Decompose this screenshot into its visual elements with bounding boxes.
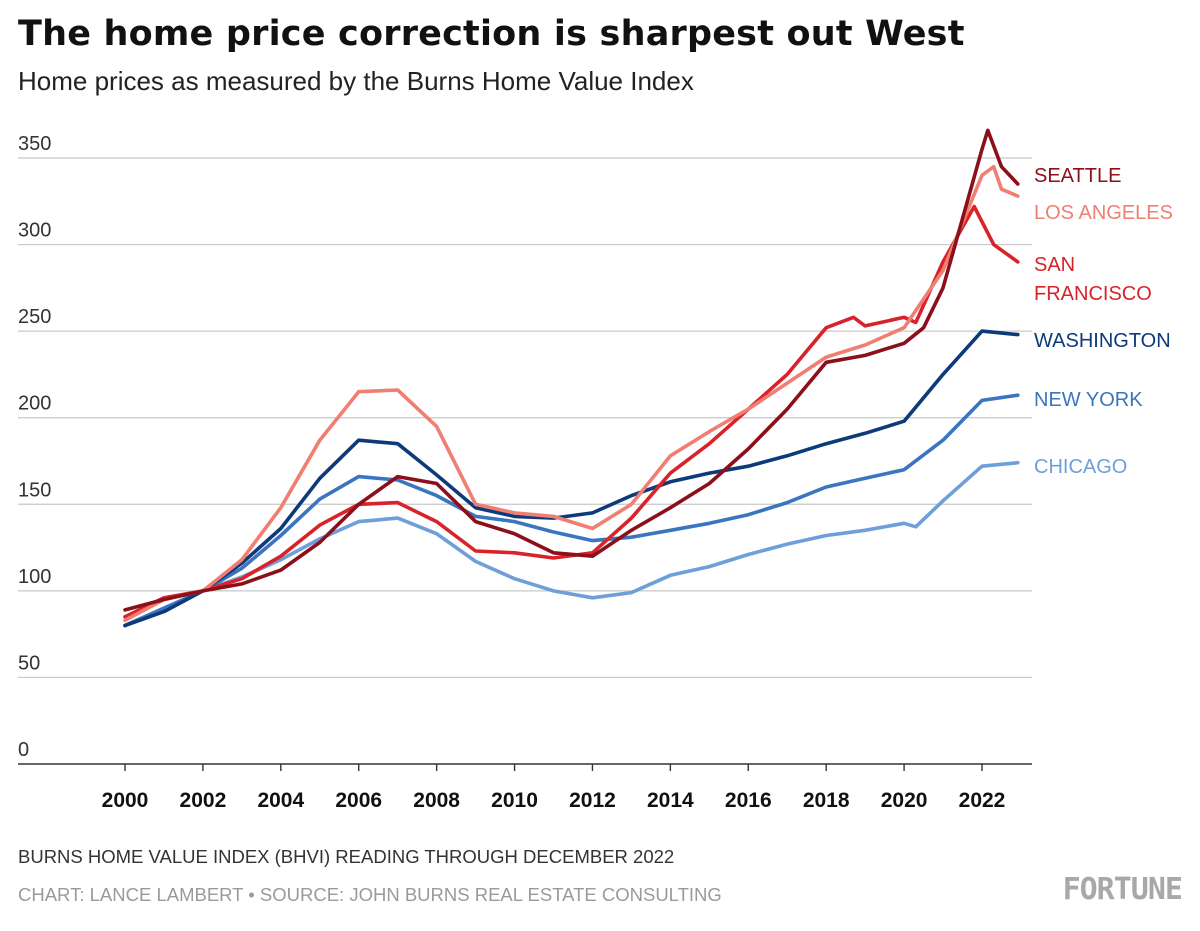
series-label-chicago: CHICAGO: [1034, 456, 1127, 478]
x-tick-label: 2014: [647, 789, 694, 812]
x-axis-ticks: 2000 2002 2004 2006 2008 2010 2012 2014 2016 2018…: [102, 764, 1006, 812]
series-line-seattle: [123, 128, 1020, 612]
grid-lines: [18, 157, 1032, 765]
series-line-washington: [123, 329, 1020, 628]
x-tick-label: 2016: [725, 789, 772, 812]
series-lines: [123, 128, 1020, 628]
y-tick-label: 300: [18, 220, 51, 242]
series-line-los-angeles: [123, 164, 1020, 623]
y-tick-label: 100: [18, 566, 51, 588]
x-tick-label: 2018: [803, 789, 850, 812]
y-tick-label: 50: [18, 652, 40, 674]
x-tick-label: 2012: [569, 789, 616, 812]
x-tick-label: 2020: [881, 789, 928, 812]
series-label-seattle: SEATTLE: [1034, 165, 1121, 187]
series-label-washington: WASHINGTON: [1034, 330, 1171, 352]
x-tick-label: 2006: [335, 789, 382, 812]
y-tick-label: 350: [18, 133, 51, 155]
x-tick-label: 2004: [257, 789, 304, 812]
x-tick-label: 2010: [491, 789, 538, 812]
series-labels: CHICAGO NEW YORK WASHINGTON SAN FRANCISCO LOS…: [1034, 165, 1173, 478]
fortune-logo: FORTUNE: [1062, 872, 1183, 907]
series-label-new-york: NEW YORK: [1034, 389, 1143, 411]
x-tick-label: 2008: [413, 789, 460, 812]
x-tick-label: 2022: [959, 789, 1006, 812]
data-note: BURNS HOME VALUE INDEX (BHVI) READING TH…: [18, 846, 675, 867]
source-credit: CHART: LANCE LAMBERT • SOURCE: JOHN BURN…: [18, 884, 722, 905]
series-label-san-francisco: SAN FRANCISCO: [1034, 254, 1152, 305]
y-tick-label: 250: [18, 306, 51, 328]
chart-subtitle: Home prices as measured by the Burns Hom…: [18, 66, 694, 96]
series-line-new-york: [123, 393, 1020, 628]
y-tick-label: 200: [18, 393, 51, 415]
y-tick-label: 0: [18, 739, 29, 761]
series-line-san-francisco: [123, 204, 1020, 619]
series-label-los-angeles: LOS ANGELES: [1034, 202, 1173, 224]
x-tick-label: 2000: [102, 789, 149, 812]
chart-title: The home price correction is sharpest ou…: [18, 14, 965, 54]
series-line-chicago: [123, 460, 1020, 628]
y-axis-ticks: 0 50 100 150 200 250 300 350: [18, 133, 51, 761]
x-tick-label: 2002: [180, 789, 227, 812]
y-tick-label: 150: [18, 479, 51, 501]
